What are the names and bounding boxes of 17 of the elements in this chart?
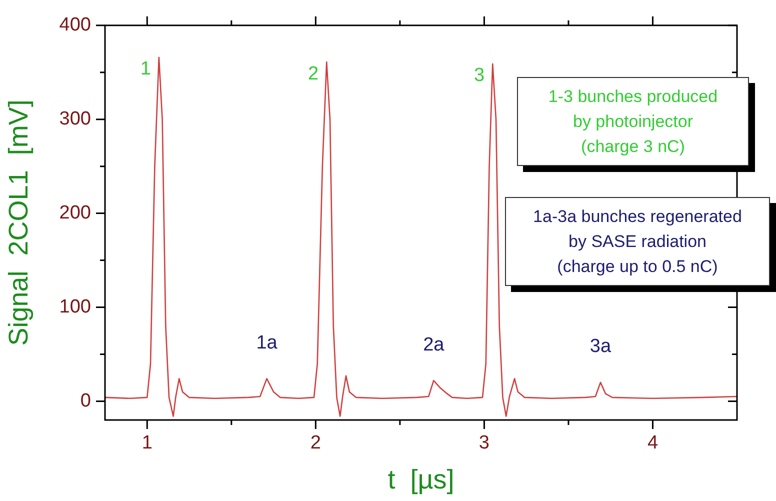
annotation: 3a <box>590 336 612 358</box>
y-axis-title: Signal 2COL1 [mV] <box>4 100 34 346</box>
x-tick-label: 1 <box>142 432 152 454</box>
y-tick-label: 200 <box>59 202 91 224</box>
annotation: 1 <box>140 58 151 80</box>
annotation: 2a <box>423 334 445 356</box>
x-tick-label: 4 <box>647 432 658 454</box>
y-tick-label: 300 <box>59 108 91 130</box>
annotation: 3 <box>474 65 485 86</box>
annotation: 2 <box>308 63 319 84</box>
annotation: 1a <box>256 332 278 354</box>
x-tick-label: 3 <box>478 432 490 454</box>
x-tick-label: 2 <box>310 432 321 454</box>
y-tick-label: 100 <box>59 296 91 318</box>
y-tick-label: 400 <box>59 14 91 36</box>
y-tick-label: 0 <box>80 390 91 412</box>
x-axis-title: t [µs] <box>388 464 454 494</box>
